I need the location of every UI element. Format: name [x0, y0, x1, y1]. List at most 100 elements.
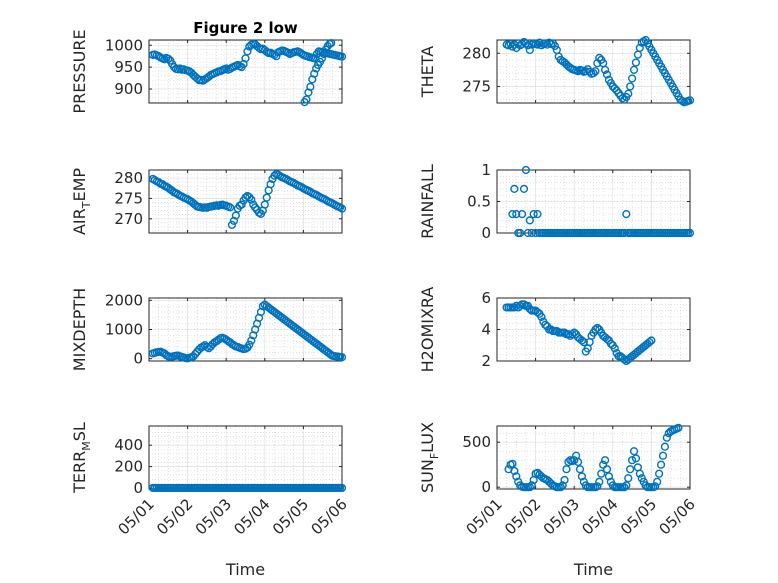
- y-tick-label: 4: [481, 321, 491, 339]
- y-tick-label: 6: [481, 289, 491, 307]
- data-point: [527, 228, 536, 238]
- data-point: [529, 210, 538, 219]
- data-point: [537, 312, 546, 322]
- subplot-rainfall: 0 0.5 1 RAINFALL: [418, 161, 695, 242]
- data-point: [247, 195, 256, 204]
- data-point: [337, 483, 347, 493]
- data-point: [674, 423, 683, 432]
- data-point: [512, 472, 521, 481]
- data-point: [620, 483, 629, 492]
- x-axis-label: Time: [225, 560, 265, 579]
- data-point: [337, 52, 347, 61]
- data-point: [243, 47, 252, 56]
- data-point: [622, 210, 631, 219]
- data-point: [575, 465, 585, 474]
- data-point: [577, 472, 587, 481]
- x-tick-label: 05/01: [115, 495, 158, 538]
- y-axis-label: H2OMIXRA: [418, 287, 437, 373]
- data-point: [512, 210, 521, 219]
- data-point: [589, 69, 598, 78]
- data-point: [527, 40, 536, 49]
- data-point: [237, 200, 246, 209]
- data-point: [573, 457, 583, 467]
- data-point: [622, 481, 631, 490]
- y-axis-label: SUNFLUX: [418, 422, 441, 493]
- data-point: [651, 482, 660, 491]
- y-tick-label: 1000: [105, 321, 143, 339]
- data-point: [317, 54, 327, 63]
- data-point: [510, 466, 519, 476]
- data-point: [319, 49, 328, 59]
- data-point: [635, 43, 644, 53]
- data-point: [227, 220, 237, 229]
- x-tick-label: 05/06: [656, 495, 699, 538]
- data-point: [626, 465, 635, 474]
- data-point: [678, 96, 687, 106]
- data-point: [593, 482, 602, 491]
- x-tick-label: 05/02: [153, 495, 196, 538]
- data-point: [262, 193, 271, 202]
- y-axis-label: RAINFALL: [418, 164, 437, 239]
- data-point: [521, 39, 531, 48]
- subplot-air_temp: 270 275 280 AIRTEMP: [70, 168, 347, 235]
- axes-frame: [148, 39, 343, 104]
- data-point: [550, 41, 560, 51]
- y-tick-label: 900: [114, 80, 143, 98]
- data-point: [519, 300, 529, 309]
- data-point: [533, 40, 542, 49]
- x-tick-label: 05/01: [463, 495, 506, 538]
- y-axis-label: AIRTEMP: [70, 168, 93, 235]
- subplot-mixdepth: 0 1000 2000 MIXDEPTH: [70, 288, 347, 371]
- y-axis-label: PRESSURE: [70, 29, 89, 113]
- data-point: [160, 55, 169, 64]
- y-tick-label: 400: [114, 436, 143, 454]
- data-point: [577, 66, 587, 75]
- data-point: [525, 216, 534, 225]
- data-point: [306, 82, 315, 91]
- y-tick-label: 0: [133, 479, 143, 497]
- y-tick-label: 280: [462, 44, 491, 62]
- data-point: [543, 40, 552, 49]
- data-point: [521, 165, 531, 175]
- data-point: [541, 39, 550, 48]
- data-point: [164, 54, 173, 63]
- data-point: [562, 465, 571, 474]
- data-point: [519, 184, 529, 194]
- data-point: [660, 442, 670, 451]
- y-tick-label: 0: [481, 224, 491, 242]
- data-point: [631, 454, 641, 463]
- data-point: [537, 41, 546, 50]
- y-tick-label: 280: [114, 169, 143, 187]
- data-point: [525, 483, 534, 492]
- data-point: [508, 210, 517, 219]
- subplot-h2omixra: 2 4 6 H2OMIXRA: [418, 287, 691, 373]
- y-tick-label: 0: [481, 478, 491, 496]
- data-point: [656, 460, 666, 469]
- y-tick-label: 0.5: [467, 193, 491, 211]
- data-point: [504, 41, 513, 50]
- data-point: [658, 451, 668, 460]
- x-tick-label: 05/02: [501, 495, 544, 538]
- y-tick-label: 950: [114, 58, 143, 76]
- data-point: [337, 204, 347, 213]
- data-point: [222, 64, 231, 73]
- data-point: [527, 481, 536, 490]
- data-point: [516, 301, 525, 310]
- data-point: [653, 477, 662, 486]
- chart-title: Figure 2 low: [193, 19, 298, 37]
- data-point: [662, 433, 671, 442]
- data-point: [629, 65, 639, 74]
- x-tick-label: 05/03: [540, 495, 583, 538]
- data-point: [647, 336, 656, 345]
- data-point: [517, 210, 527, 219]
- data-point: [635, 469, 644, 478]
- axes-frame: [148, 169, 343, 234]
- data-point: [685, 228, 695, 238]
- data-point: [525, 45, 534, 55]
- data-point: [573, 67, 583, 76]
- data-point: [629, 447, 639, 456]
- data-point: [655, 469, 664, 478]
- y-tick-label: 500: [462, 433, 491, 451]
- data-point: [595, 53, 604, 63]
